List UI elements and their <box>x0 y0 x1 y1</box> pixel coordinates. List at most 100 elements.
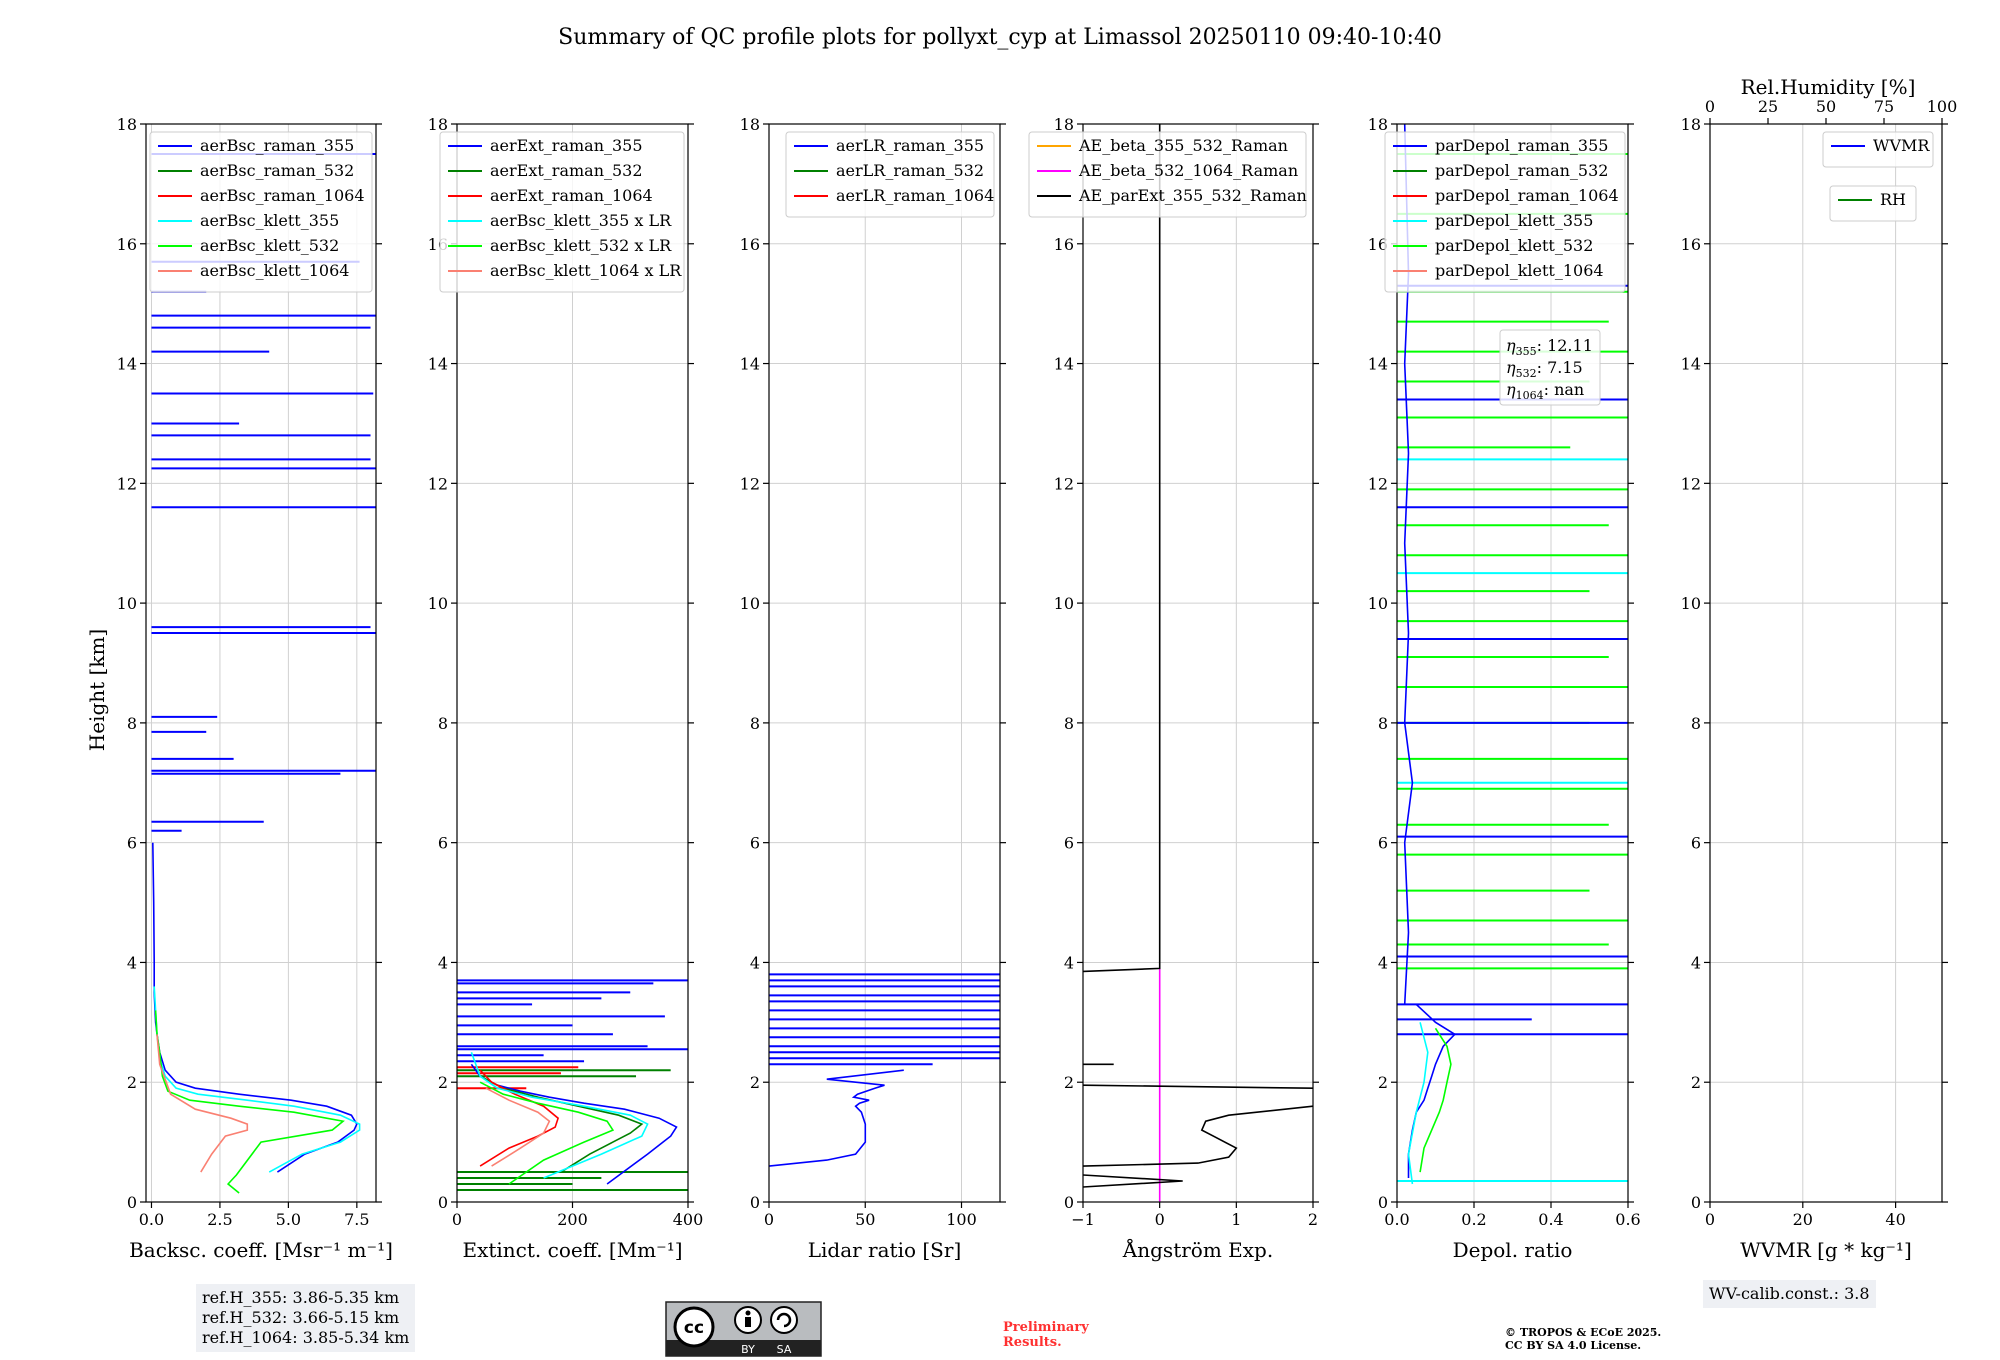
x-tick-label: 2 <box>1308 1210 1318 1229</box>
eta-value: η532: 7.15 <box>1506 358 1583 380</box>
y-tick-label: 6 <box>438 834 448 853</box>
legend-label: parDepol_raman_1064 <box>1435 186 1619 205</box>
plot-frame <box>1396 123 1629 1203</box>
y-tick-label: 4 <box>750 953 760 972</box>
y-tick-label: 8 <box>438 714 448 733</box>
x-tick-label: 100 <box>946 1210 977 1229</box>
y-tick-label: 18 <box>117 115 137 134</box>
y-tick-label: 0 <box>1691 1193 1701 1212</box>
y-tick-label: 14 <box>117 355 137 374</box>
y-tick-label: 18 <box>740 115 760 134</box>
y-tick-label: 0 <box>438 1193 448 1212</box>
copyright-line1: © TROPOS & ECoE 2025. <box>1505 1326 1661 1339</box>
legend-label: aerBsc_raman_1064 <box>200 186 365 205</box>
reference-height-box: ref.H_355: 3.86-5.35 km ref.H_532: 3.66-… <box>196 1284 416 1352</box>
legend-label: aerBsc_klett_355 <box>200 211 339 230</box>
legend-rh: RH <box>1829 185 1917 222</box>
series-line-blue <box>1403 124 1414 1005</box>
y-tick-label: 12 <box>117 474 137 493</box>
y-tick-label: 2 <box>750 1073 760 1092</box>
series-line-green <box>479 1075 644 1173</box>
y-tick-label: 14 <box>740 355 760 374</box>
x-tick-label: 2.5 <box>207 1210 232 1229</box>
series-line-black <box>1083 1174 1183 1188</box>
y-tick-label: 18 <box>1368 115 1388 134</box>
y-tick-label: 10 <box>740 594 760 613</box>
plot-frame <box>1709 123 1943 1203</box>
by-text: BY <box>741 1343 755 1356</box>
legend-bsc: aerBsc_raman_355 aerBsc_raman_532 aerBsc_r… <box>149 131 373 293</box>
y-tick-label: 16 <box>1054 235 1074 254</box>
x-tick-label: 0.4 <box>1538 1210 1563 1229</box>
y-tick-label: 12 <box>1054 474 1074 493</box>
eta-value: η1064: nan <box>1506 380 1584 402</box>
top-tick-label: 100 <box>1927 97 1958 116</box>
y-tick-label: 0 <box>1378 1193 1388 1212</box>
wv-calib-box: WV-calib.const.: 3.8 <box>1703 1280 1876 1308</box>
legend-label: aerBsc_klett_355 x LR <box>490 211 672 230</box>
y-tick-label: 4 <box>1064 953 1074 972</box>
y-tick-label: 6 <box>1378 834 1388 853</box>
y-tick-label: 16 <box>1681 235 1701 254</box>
y-tick-label: 16 <box>1368 235 1388 254</box>
y-tick-label: 18 <box>1054 115 1074 134</box>
legend-label: parDepol_klett_1064 <box>1435 261 1604 280</box>
series-line-black <box>1083 1084 1313 1089</box>
legend-label: aerBsc_klett_532 x LR <box>490 236 672 255</box>
x-tick-label: 0.2 <box>1461 1210 1486 1229</box>
legend-label: AE_beta_532_1064_Raman <box>1078 161 1298 180</box>
series-line-salmon <box>485 1087 551 1167</box>
legend-ae: AE_beta_355_532_Raman AE_beta_532_1064_Ra… <box>1028 131 1307 218</box>
panel-lr: 0 2 4 6 8 10 12 14 16 18 0 50 100 Lidar ratio [Sr] aer… <box>740 115 1006 1262</box>
y-tick-label: 4 <box>1691 953 1701 972</box>
x-tick-label: 0 <box>1705 1210 1715 1229</box>
preliminary-line1: Preliminary <box>1003 1320 1089 1335</box>
x-tick-label: 0 <box>1155 1210 1165 1229</box>
cc-license-badge[interactable]: cc BY SA <box>665 1301 822 1357</box>
y-tick-label: 10 <box>428 594 448 613</box>
x-tick-label: 1 <box>1231 1210 1241 1229</box>
legend-label: parDepol_klett_532 <box>1435 236 1593 255</box>
x-tick-label: 0 <box>764 1210 774 1229</box>
x-axis-label: Depol. ratio <box>1453 1238 1573 1262</box>
legend-label: parDepol_klett_355 <box>1435 211 1593 230</box>
y-tick-label: 10 <box>117 594 137 613</box>
y-tick-label: 6 <box>1691 834 1701 853</box>
refh-532: ref.H_532: 3.66-5.15 km <box>202 1308 400 1327</box>
legend-label: aerExt_raman_355 <box>490 136 643 155</box>
x-tick-label: 0.6 <box>1615 1210 1640 1229</box>
x-axis-label: WVMR [g * kg⁻¹] <box>1740 1238 1912 1262</box>
series-line-blue <box>1407 1003 1457 1178</box>
refh-1064: ref.H_1064: 3.85-5.34 km <box>202 1328 410 1347</box>
series-line-black <box>1083 1105 1313 1167</box>
x-tick-label: 0.0 <box>139 1210 164 1229</box>
y-tick-label: 18 <box>1681 115 1701 134</box>
legend-label: aerLR_raman_355 <box>836 136 984 155</box>
y-tick-label: 6 <box>127 834 137 853</box>
y-tick-label: 14 <box>428 355 448 374</box>
y-tick-label: 8 <box>127 714 137 733</box>
series-line-blue <box>769 1069 904 1167</box>
top-tick-label: 75 <box>1874 97 1894 116</box>
legend-label: AE_parExt_355_532_Raman <box>1078 186 1307 205</box>
x-tick-label: 50 <box>855 1210 875 1229</box>
x-tick-label: −1 <box>1071 1210 1095 1229</box>
y-tick-label: 0 <box>1064 1193 1074 1212</box>
preliminary-line2: Results. <box>1003 1335 1062 1350</box>
y-axis-label: Height [km] <box>85 629 109 751</box>
series-line-lime <box>1419 1027 1452 1173</box>
series-line-blue <box>152 842 358 1173</box>
y-tick-label: 2 <box>1691 1073 1701 1092</box>
x-tick-label: 0 <box>452 1210 462 1229</box>
y-tick-label: 14 <box>1054 355 1074 374</box>
copyright-line2: CC BY SA 4.0 License. <box>1505 1339 1641 1352</box>
eta-value: η355: 12.11 <box>1506 336 1593 358</box>
legend-label: RH <box>1880 190 1906 209</box>
y-tick-label: 4 <box>438 953 448 972</box>
top-axis-label: Rel.Humidity [%] <box>1741 75 1916 99</box>
x-axis-label: Backsc. coeff. [Msr⁻¹ m⁻¹] <box>129 1238 393 1262</box>
legend-label: parDepol_raman_355 <box>1435 136 1608 155</box>
y-tick-label: 12 <box>428 474 448 493</box>
